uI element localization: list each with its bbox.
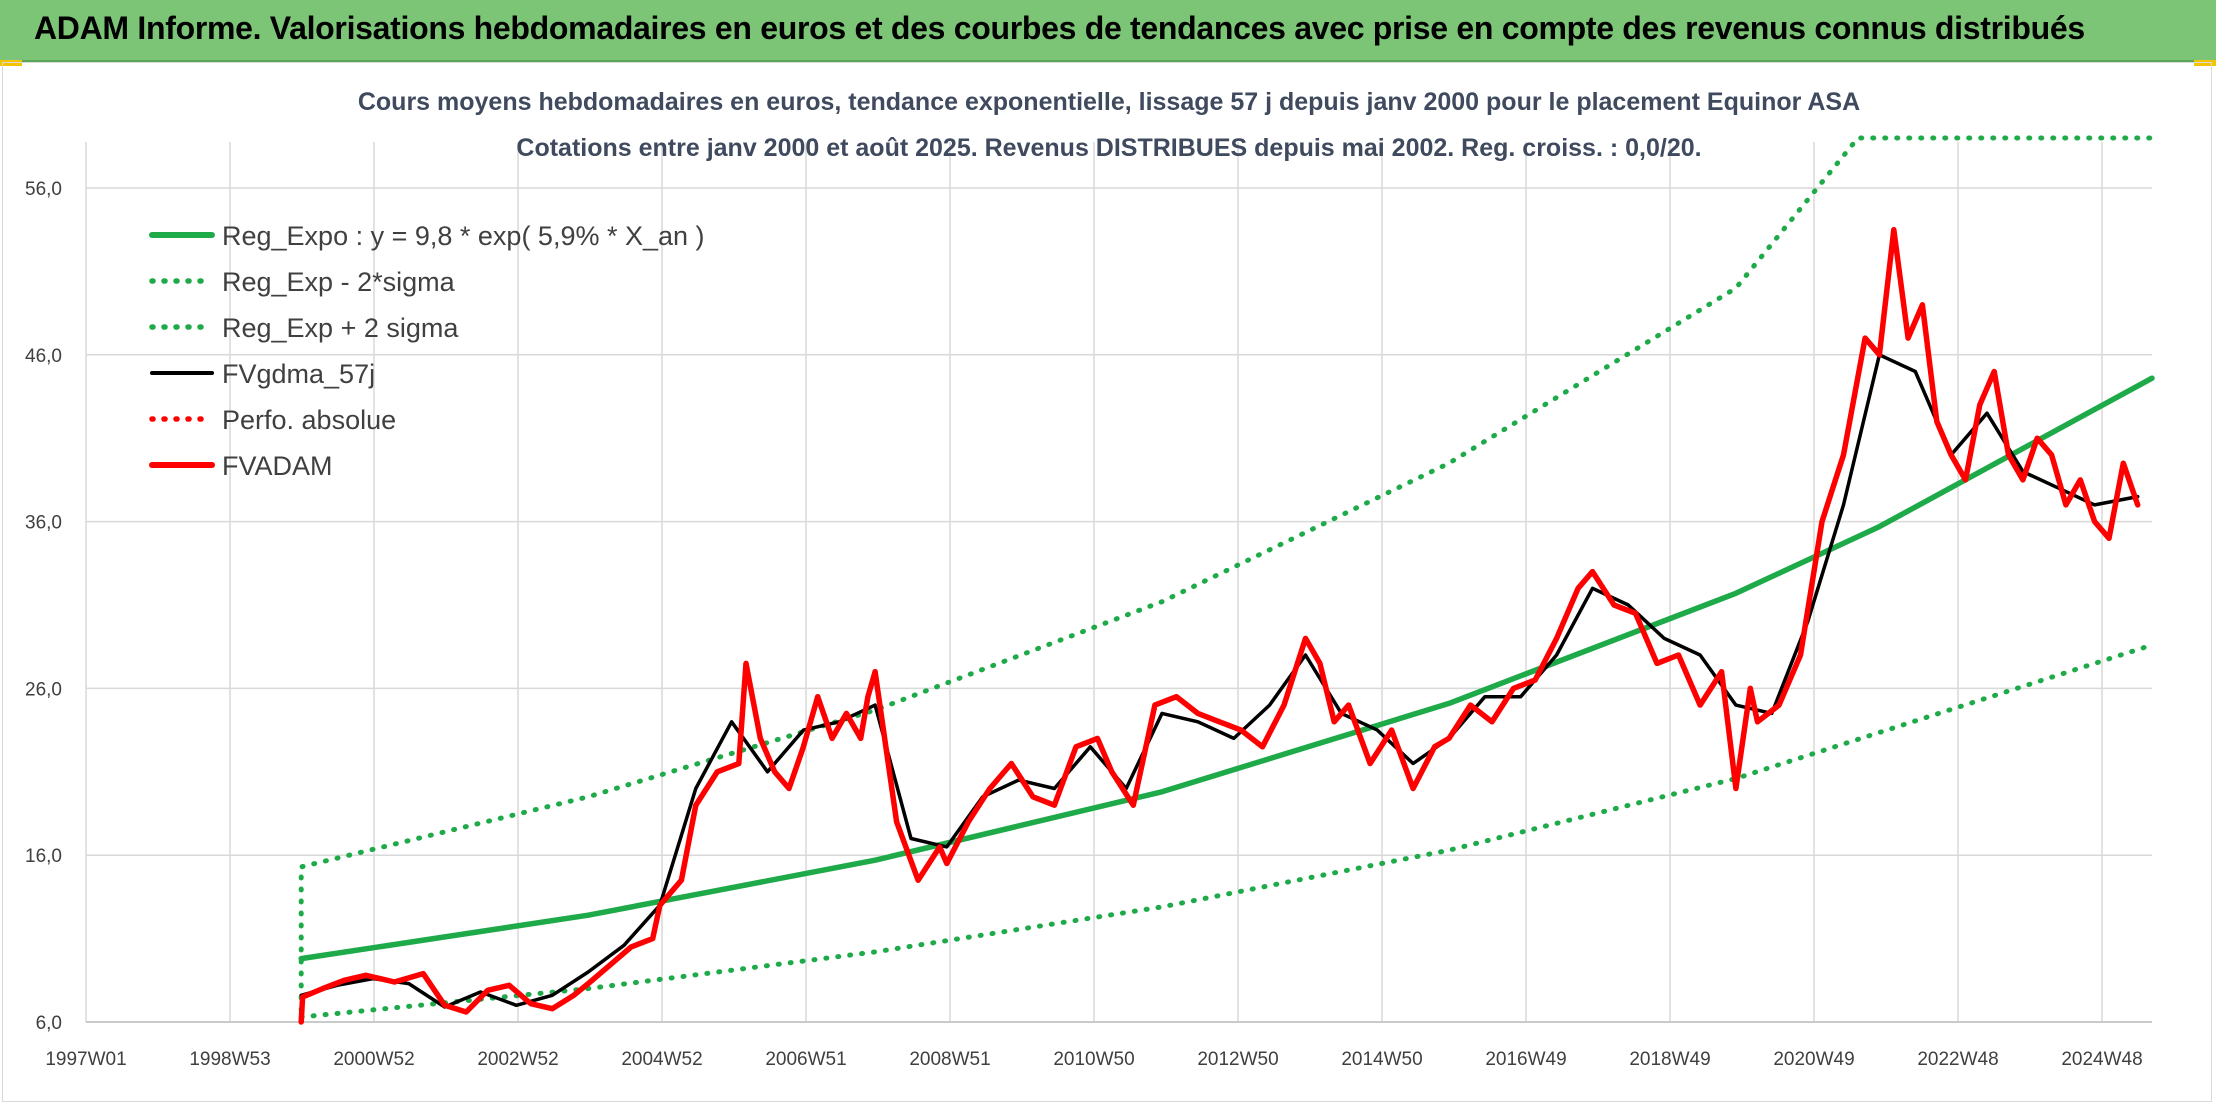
x-tick-label: 2000W52	[333, 1049, 414, 1070]
y-tick-label: 56,0	[25, 179, 62, 200]
chart-svg: Cours moyens hebdomadaires en euros, ten…	[25, 88, 2155, 1070]
series-line-0	[298, 375, 2155, 962]
y-tick-label: 26,0	[25, 679, 62, 700]
report-title: ADAM Informe. Valorisations hebdomadaire…	[34, 10, 2085, 46]
legend-label: Reg_Exp - 2*sigma	[222, 267, 456, 297]
legend-label: FVADAM	[222, 451, 333, 481]
legend: Reg_Expo : y = 9,8 * exp( 5,9% * X_an ) R…	[149, 221, 705, 481]
x-tick-label: 2018W49	[1629, 1049, 1710, 1070]
y-axis-ticks: 6,0 16,0 26,0 36,0 46,0 56,0	[25, 179, 62, 1034]
x-tick-label: 2012W50	[1197, 1049, 1278, 1070]
legend-label: Perfo. absolue	[222, 405, 396, 435]
x-tick-label: 2010W50	[1053, 1049, 1134, 1070]
series-line-5	[298, 226, 2141, 1025]
x-tick-label: 2016W49	[1485, 1049, 1566, 1070]
x-tick-label: 1997W01	[45, 1049, 126, 1070]
x-tick-label: 1998W53	[189, 1049, 270, 1070]
legend-label: Reg_Exp + 2 sigma	[222, 313, 459, 343]
legend-label: FVgdma_57j	[222, 359, 375, 389]
x-tick-label: 2008W51	[909, 1049, 990, 1070]
corner-marker-right	[2194, 60, 2216, 66]
chart-frame	[2, 62, 2212, 1102]
series-line-2	[298, 135, 2155, 1025]
x-axis-ticks: 1997W01 1998W53 2000W52 2002W52 2004W52 2006W…	[45, 1049, 2142, 1070]
x-tick-label: 2004W52	[621, 1049, 702, 1070]
x-tick-label: 2022W48	[1917, 1049, 1998, 1070]
chart-title: Cours moyens hebdomadaires en euros, ten…	[358, 88, 1860, 116]
legend-label: Reg_Expo : y = 9,8 * exp( 5,9% * X_an )	[222, 221, 705, 251]
corner-marker-left	[0, 60, 22, 66]
y-tick-label: 16,0	[25, 846, 62, 867]
series-line-1	[298, 642, 2155, 1020]
series-line-3	[299, 353, 2140, 1009]
y-tick-label: 6,0	[36, 1013, 62, 1034]
x-tick-label: 2002W52	[477, 1049, 558, 1070]
x-tick-label: 2006W51	[765, 1049, 846, 1070]
series-lines	[298, 135, 2155, 1025]
x-tick-label: 2020W49	[1773, 1049, 1854, 1070]
chart-subtitle: Cotations entre janv 2000 et août 2025. …	[516, 134, 1701, 162]
y-tick-label: 46,0	[25, 346, 62, 367]
y-tick-label: 36,0	[25, 513, 62, 534]
x-tick-label: 2014W50	[1341, 1049, 1422, 1070]
report-banner: ADAM Informe. Valorisations hebdomadaire…	[0, 0, 2216, 62]
x-tick-label: 2024W48	[2061, 1049, 2142, 1070]
